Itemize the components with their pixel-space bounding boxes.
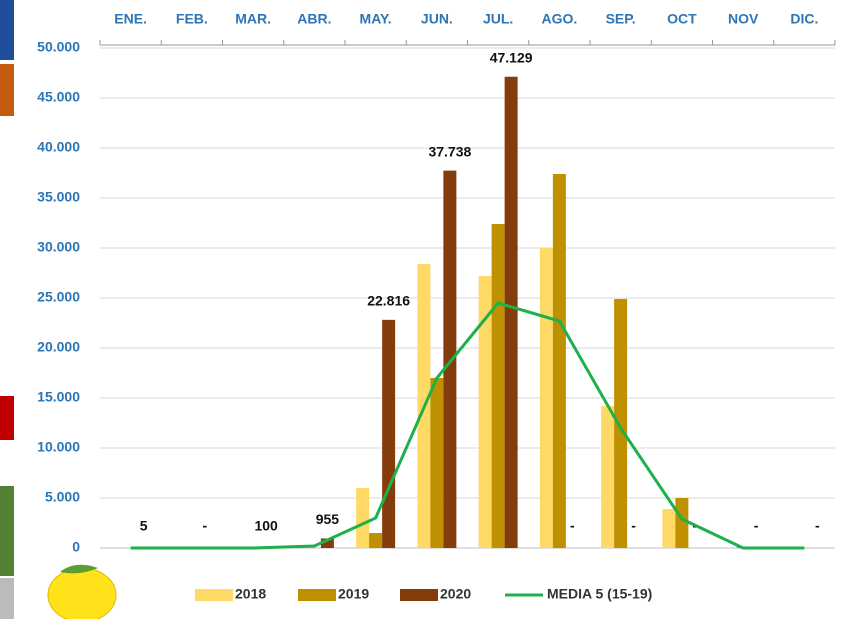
side-block — [0, 64, 14, 116]
legend-swatch — [298, 589, 336, 601]
data-label: 47.129 — [490, 49, 533, 65]
side-block — [0, 396, 14, 440]
bar — [553, 174, 566, 548]
data-label: - — [203, 518, 208, 534]
x-tick-label: OCT — [667, 11, 697, 27]
lemon-icon — [48, 565, 116, 619]
data-label: 37.738 — [428, 143, 471, 159]
data-label: - — [815, 518, 820, 534]
data-label: 22.816 — [367, 293, 410, 309]
bar — [356, 488, 369, 548]
bar — [492, 224, 505, 548]
bar — [369, 533, 382, 548]
x-tick-label: AGO. — [541, 11, 577, 27]
x-tick-label: DIC. — [790, 11, 818, 27]
chart: 0 5.000 10.000 15.000 20.000 25.000 30.000 35.0… — [0, 0, 851, 619]
side-block — [0, 578, 14, 619]
data-label: - — [570, 518, 575, 534]
y-tick-label: 50.000 — [37, 39, 80, 55]
y-tick-label: 20.000 — [37, 339, 80, 355]
x-tick-label: JUL. — [483, 11, 513, 27]
data-label: 5 — [140, 518, 148, 534]
bar — [614, 299, 627, 548]
legend-label: 2020 — [440, 586, 471, 602]
y-tick-label: 35.000 — [37, 189, 80, 205]
bar — [430, 378, 443, 548]
legend-label: 2018 — [235, 586, 266, 602]
y-tick-label: 25.000 — [37, 289, 80, 305]
data-label: - — [631, 518, 636, 534]
x-tick-label: MAR. — [235, 11, 271, 27]
data-label: 955 — [316, 511, 340, 527]
bar — [505, 77, 518, 548]
y-tick-label: 0 — [72, 539, 80, 555]
bar — [675, 498, 688, 548]
y-tick-label: 15.000 — [37, 389, 80, 405]
y-tick-label: 10.000 — [37, 439, 80, 455]
y-tick-label: 5.000 — [45, 489, 80, 505]
x-tick-label: ABR. — [297, 11, 331, 27]
y-tick-label: 40.000 — [37, 139, 80, 155]
x-tick-label: MAY. — [360, 11, 392, 27]
x-tick-label: ENE. — [114, 11, 147, 27]
x-tick-label: FEB. — [176, 11, 208, 27]
y-tick-label: 45.000 — [37, 89, 80, 105]
x-tick-label: JUN. — [421, 11, 453, 27]
side-block — [0, 0, 14, 60]
bar — [540, 248, 553, 548]
bar — [443, 171, 456, 548]
legend-swatch — [195, 589, 233, 601]
x-tick-label: SEP. — [606, 11, 636, 27]
line — [131, 303, 805, 548]
page: {"chart_data": {"type": "bar", "categori… — [0, 0, 851, 619]
legend-label: 2019 — [338, 586, 369, 602]
bar — [382, 320, 395, 548]
legend-label: MEDIA 5 (15-19) — [547, 586, 652, 602]
side-fragments — [0, 0, 14, 619]
data-label: 100 — [254, 518, 278, 534]
y-tick-label: 30.000 — [37, 239, 80, 255]
x-tick-label: NOV — [728, 11, 759, 27]
legend-swatch — [400, 589, 438, 601]
bar — [662, 509, 675, 548]
side-block — [0, 486, 14, 576]
bar — [601, 406, 614, 548]
data-label: - — [754, 518, 759, 534]
